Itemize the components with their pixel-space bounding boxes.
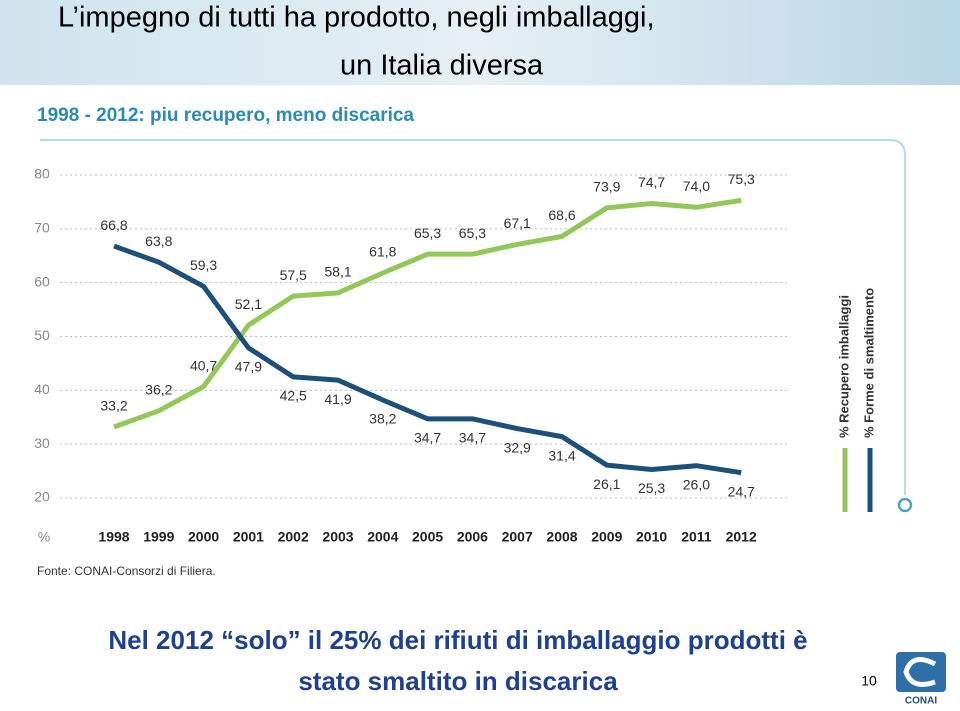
y-tick-label: 40 (34, 381, 50, 397)
data-label: 66,8 (100, 217, 127, 233)
x-tick-label: 2012 (726, 529, 757, 545)
x-tick-label: 1998 (98, 529, 129, 545)
data-label: 40,7 (190, 357, 217, 373)
slide-title: L’impegno di tutti ha prodotto, negli im… (58, 2, 655, 34)
data-label: 61,8 (369, 244, 396, 260)
x-tick-label: 2002 (278, 529, 309, 545)
x-tick-label: 2006 (457, 529, 488, 545)
data-label: 65,3 (459, 225, 486, 241)
y-tick-label: 20 (34, 489, 50, 505)
data-label: 75,3 (728, 171, 755, 187)
x-tick-label: 2004 (367, 529, 398, 545)
y-tick-label: 30 (34, 435, 50, 451)
data-label: 74,0 (683, 178, 710, 194)
logo-mark (903, 657, 937, 687)
data-label: 59,3 (190, 257, 217, 273)
data-label: 42,5 (280, 388, 307, 404)
x-tick-label: 2007 (502, 529, 533, 545)
y-tick-label: 80 (34, 166, 50, 182)
data-label: 74,7 (638, 174, 665, 190)
frame-line (40, 139, 906, 495)
data-label: 41,9 (324, 391, 351, 407)
data-label: 65,3 (414, 225, 441, 241)
legend-label: % Recupero imballaggi (836, 295, 851, 438)
x-tick-label: 2010 (636, 529, 667, 545)
data-label: 25,3 (638, 480, 665, 496)
x-tick-label: 2011 (681, 529, 712, 545)
x-tick-label: 2003 (322, 529, 353, 545)
data-label: 26,0 (683, 476, 710, 492)
footer-text: Nel 2012 “solo” il 25% dei rifiuti di im… (108, 625, 807, 655)
data-label: 67,1 (504, 215, 531, 231)
x-tick-label: 2008 (546, 529, 577, 545)
data-label: 47,9 (235, 359, 262, 375)
y-unit: % (38, 529, 50, 545)
x-tick-label: 2005 (412, 529, 443, 545)
y-tick-label: 70 (34, 220, 50, 236)
data-label: 38,2 (369, 411, 396, 427)
series-line (113, 243, 742, 476)
slide-title: un Italia diversa (340, 50, 544, 82)
data-label: 26,1 (593, 476, 620, 492)
frame-dot (897, 497, 913, 513)
data-label: 63,8 (145, 233, 172, 249)
data-label: 32,9 (504, 439, 531, 455)
data-label: 34,7 (459, 430, 486, 446)
data-label: 57,5 (280, 267, 307, 283)
data-label: 34,7 (414, 430, 441, 446)
footer-text: stato smaltito in discarica (298, 666, 618, 696)
source: Fonte: CONAI-Consorzi di Filiera. (37, 564, 216, 578)
data-label: 33,2 (100, 398, 127, 414)
chart-title: 1998 - 2012: piu recupero, meno discaric… (37, 105, 414, 126)
x-tick-label: 2009 (591, 529, 622, 545)
logo-text: CONAI (905, 696, 937, 707)
page-number: 10 (861, 673, 877, 689)
data-label: 52,1 (235, 296, 262, 312)
y-tick-label: 60 (34, 273, 50, 289)
data-label: 73,9 (593, 179, 620, 195)
series-line (113, 197, 742, 430)
y-tick-label: 50 (34, 327, 50, 343)
legend-label: % Forme di smaltimento (861, 288, 876, 438)
data-label: 31,4 (548, 447, 575, 463)
data-label: 58,1 (324, 264, 351, 280)
data-label: 68,6 (548, 207, 575, 223)
data-label: 36,2 (145, 381, 172, 397)
data-label: 24,7 (728, 483, 755, 499)
x-tick-label: 2000 (188, 529, 219, 545)
header-background (0, 0, 960, 85)
x-tick-label: 1999 (143, 529, 174, 545)
x-tick-label: 2001 (233, 529, 264, 545)
